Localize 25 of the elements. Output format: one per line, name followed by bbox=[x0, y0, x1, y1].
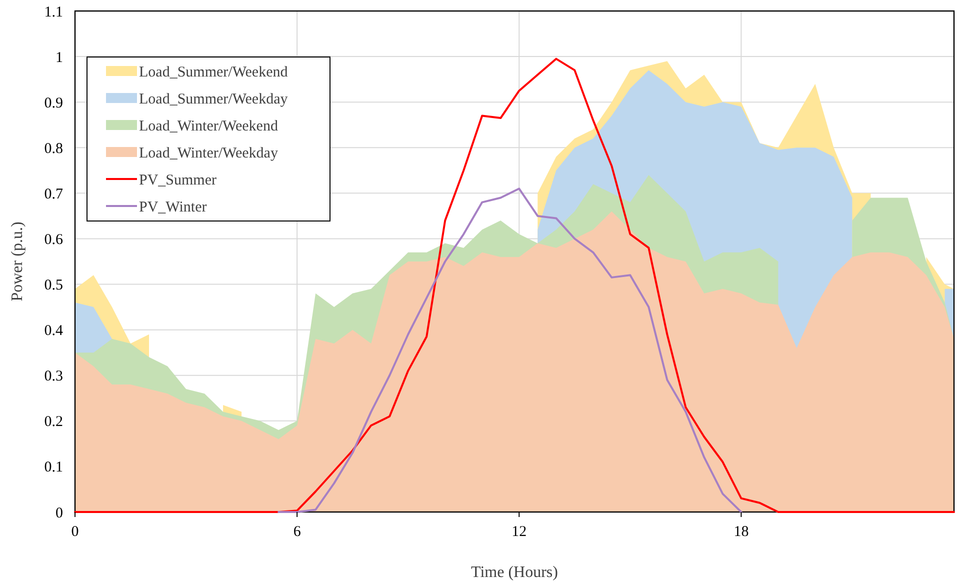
x-tick-label: 6 bbox=[293, 524, 302, 540]
y-tick-label: 0.3 bbox=[44, 368, 63, 385]
legend-label: PV_Winter bbox=[139, 199, 207, 216]
y-tick-label: 1 bbox=[56, 50, 63, 66]
legend-label: Load_Summer/Weekend bbox=[139, 64, 288, 80]
y-tick-label: 0.2 bbox=[44, 414, 63, 430]
y-axis-title: Power (p.u.) bbox=[9, 222, 26, 302]
x-tick-label: 0 bbox=[71, 524, 79, 540]
y-tick-label: 0.8 bbox=[44, 140, 63, 157]
y-tick-label: 0.6 bbox=[44, 232, 64, 248]
y-tick-label: 0.4 bbox=[44, 323, 64, 340]
legend-label: Load_Winter/Weekday bbox=[139, 145, 278, 162]
y-tick-label: 0.9 bbox=[44, 95, 63, 112]
y-tick-label: 1.1 bbox=[44, 4, 63, 20]
x-tick-label: 18 bbox=[734, 524, 749, 540]
x-tick-label: 12 bbox=[512, 524, 527, 540]
y-tick-label: 0.5 bbox=[44, 278, 63, 294]
x-axis-title: Time (Hours) bbox=[471, 564, 558, 581]
line-series bbox=[278, 188, 742, 513]
y-tick-label: 0.7 bbox=[44, 186, 64, 202]
y-tick-label: 0 bbox=[56, 505, 63, 522]
legend-label: Load_Summer/Weekday bbox=[139, 91, 288, 108]
legend-label: Load_Winter/Weekend bbox=[139, 118, 278, 134]
y-tick-label: 0.1 bbox=[44, 460, 63, 476]
legend-label: PV_Summer bbox=[139, 172, 217, 188]
